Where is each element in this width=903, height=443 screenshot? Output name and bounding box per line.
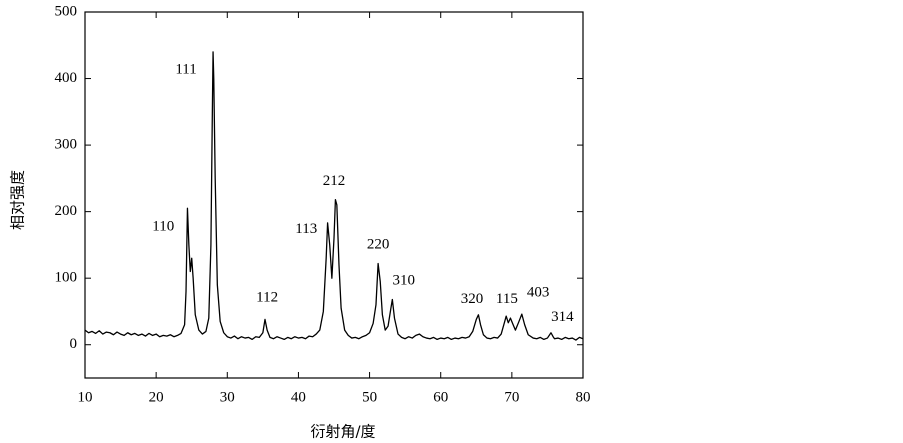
y-axis-label: 相对强度 <box>9 170 27 230</box>
x-tick-label: 40 <box>291 389 306 405</box>
peak-label: 110 <box>152 218 174 234</box>
x-tick-label: 20 <box>149 389 164 405</box>
y-tick-label: 100 <box>55 270 78 286</box>
peak-label: 320 <box>461 291 484 307</box>
y-tick-label: 0 <box>70 336 78 352</box>
peak-label: 112 <box>256 290 278 306</box>
peak-label: 403 <box>527 284 550 300</box>
y-tick-label: 200 <box>55 203 78 219</box>
peak-label: 115 <box>496 291 518 307</box>
peak-label: 212 <box>323 173 346 189</box>
xrd-line <box>84 51 584 341</box>
x-tick-label: 70 <box>504 389 519 405</box>
x-tick-label: 10 <box>78 389 93 405</box>
x-tick-label: 80 <box>576 389 591 405</box>
peak-label: 111 <box>175 61 196 77</box>
peak-label: 113 <box>295 221 317 237</box>
y-tick-label: 400 <box>55 70 78 86</box>
plot-frame <box>84 11 584 379</box>
y-tick-label: 300 <box>55 137 78 153</box>
x-tick-label: 60 <box>433 389 448 405</box>
x-tick-label: 30 <box>220 389 235 405</box>
peak-label: 310 <box>392 272 415 288</box>
x-axis-label: 衍射角/度 <box>310 423 375 441</box>
y-tick-label: 500 <box>55 3 78 19</box>
peak-label: 314 <box>551 309 574 325</box>
x-tick-label: 50 <box>362 389 377 405</box>
peak-label: 220 <box>367 236 390 252</box>
